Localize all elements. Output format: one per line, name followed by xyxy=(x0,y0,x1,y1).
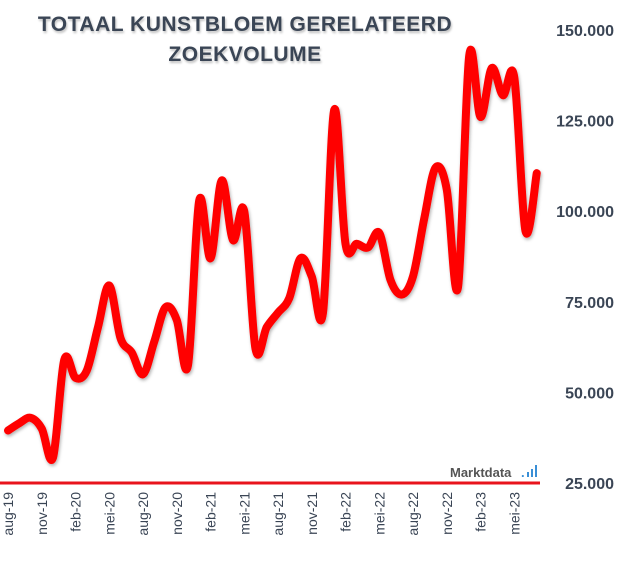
x-tick-label: aug-20 xyxy=(135,492,151,536)
chart-title-line-2: ZOEKVOLUME xyxy=(168,43,322,66)
chart-title: TOTAAL KUNSTBLOEM GERELATEERD ZOEKVOLUME xyxy=(20,10,470,70)
series-line-zoekvolume xyxy=(4,46,541,464)
x-tick-label: nov-20 xyxy=(169,492,185,535)
y-tick-label: 75.000 xyxy=(565,295,614,312)
x-tick-label: mei-22 xyxy=(371,492,387,535)
x-tick-label: nov-21 xyxy=(304,492,320,535)
x-axis: aug-19 nov-19 feb-20 mei-20 aug-20 nov-20 feb-… xyxy=(0,492,522,536)
watermark-text: Marktdata xyxy=(450,465,512,480)
y-tick-label: 25.000 xyxy=(565,476,614,493)
x-tick-label: nov-19 xyxy=(34,492,50,535)
x-tick-label: feb-20 xyxy=(68,492,84,532)
x-tick-label: feb-21 xyxy=(203,492,219,532)
y-tick-label: 150.000 xyxy=(556,23,614,40)
x-tick-label: nov-22 xyxy=(439,492,455,535)
y-tick-label: 125.000 xyxy=(556,114,614,131)
x-tick-label: mei-23 xyxy=(506,492,522,535)
logo-bars-icon xyxy=(527,465,537,477)
x-tick-label: feb-22 xyxy=(338,492,354,532)
watermark-dot: . xyxy=(521,465,525,480)
y-axis: 25.000 50.000 75.000 100.000 125.000 150.000 xyxy=(556,23,614,493)
marktdata-logo: Marktdata . xyxy=(450,465,537,480)
x-tick-label: aug-22 xyxy=(405,492,421,536)
x-tick-label: mei-20 xyxy=(101,492,117,535)
x-tick-label: aug-21 xyxy=(270,492,286,536)
logo-bar xyxy=(535,465,537,477)
x-tick-label: feb-23 xyxy=(473,492,489,532)
logo-bar xyxy=(527,472,529,477)
y-tick-label: 50.000 xyxy=(565,385,614,402)
logo-bar xyxy=(531,469,533,477)
x-tick-label: aug-19 xyxy=(0,492,16,536)
chart-title-line-1: TOTAAL KUNSTBLOEM GERELATEERD xyxy=(37,13,453,36)
y-tick-label: 100.000 xyxy=(556,204,614,221)
x-tick-label: mei-21 xyxy=(236,492,252,535)
